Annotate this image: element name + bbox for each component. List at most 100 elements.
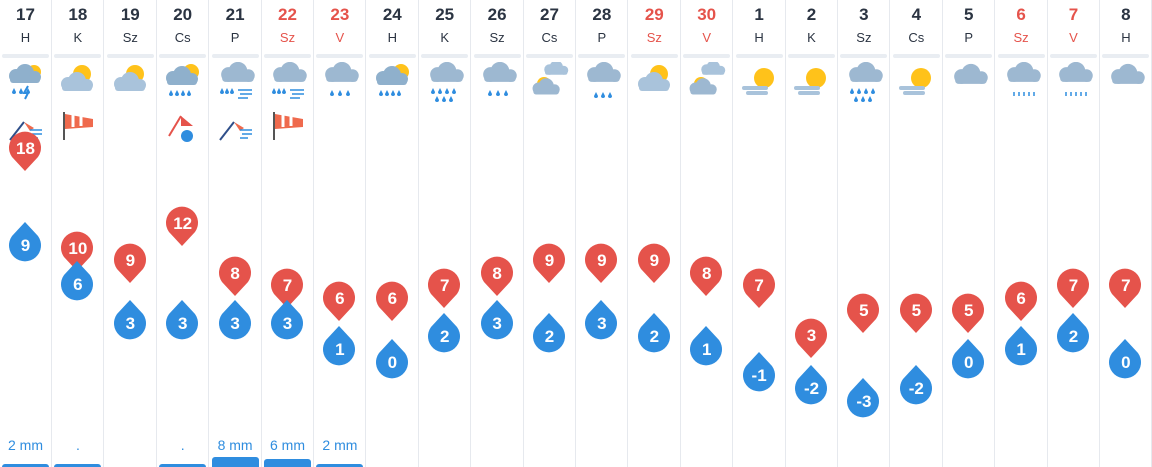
- divider: [1102, 54, 1150, 58]
- low-temp-marker: 3: [262, 300, 313, 340]
- day-number: 22: [278, 5, 297, 24]
- divider: [683, 54, 731, 58]
- divider: [788, 54, 835, 58]
- low-temp-value: 2: [544, 327, 555, 346]
- day-column[interactable]: 1 H 7 -1: [734, 0, 786, 467]
- weather-icons: [367, 62, 418, 152]
- day-column[interactable]: 21 P 8 3 8 mm: [210, 0, 262, 467]
- day-column[interactable]: 3 Sz 5 -3: [838, 0, 891, 467]
- day-column[interactable]: 26 Sz 8 3: [472, 0, 524, 467]
- high-temp-value: 8: [230, 263, 240, 283]
- day-number: 17: [16, 5, 35, 24]
- day-number: 27: [540, 5, 559, 24]
- day-column[interactable]: 19 Sz 9 3: [105, 0, 157, 467]
- day-column[interactable]: 25 K 7 2: [419, 0, 472, 467]
- day-column[interactable]: 29 Sz 9 2: [629, 0, 681, 467]
- day-of-week: P: [230, 30, 240, 45]
- day-column[interactable]: 8 H 7 0: [1100, 0, 1152, 467]
- high-temp-value: 7: [1068, 276, 1079, 295]
- weather-icons: [52, 62, 103, 152]
- low-temp-marker: 1: [314, 326, 365, 366]
- weather-icons: [0, 62, 51, 152]
- day-of-week: H: [20, 30, 31, 45]
- day-column[interactable]: 7 V 7 2: [1048, 0, 1100, 467]
- divider: [106, 54, 154, 58]
- low-temp-drop-icon: [428, 313, 461, 353]
- high-temp-marker: 12: [157, 206, 208, 246]
- high-temp-pin-icon: [480, 256, 513, 296]
- high-temp-pin-icon: [585, 243, 618, 283]
- day-of-week: Sz: [1013, 30, 1029, 45]
- day-column[interactable]: 18 K 10 6 .: [52, 0, 105, 467]
- windsock-strong-wind-icon: [218, 121, 252, 141]
- low-temp-marker: -3: [838, 378, 889, 418]
- low-temp-drop-icon: [375, 339, 408, 379]
- day-column[interactable]: 30 V 8 1: [681, 0, 734, 467]
- divider: [526, 54, 573, 58]
- high-temp-value: 9: [544, 251, 555, 270]
- divider: [892, 54, 940, 58]
- low-temp-drop-icon: [1057, 313, 1089, 353]
- low-temp-drop-icon: [218, 300, 251, 340]
- divider: [2, 54, 49, 58]
- high-temp-marker: 5: [838, 293, 889, 333]
- low-temp-value: 0: [1121, 353, 1131, 372]
- day-column[interactable]: 23 V 6 1 2 mm: [314, 0, 367, 467]
- low-temp-marker: 0: [367, 339, 418, 379]
- day-of-week: H: [754, 30, 764, 45]
- low-temp-value: 0: [963, 353, 974, 372]
- day-number: 8: [1121, 5, 1131, 24]
- high-temp-marker: 5: [943, 293, 994, 333]
- precipitation-bar: [211, 457, 259, 467]
- divider: [54, 54, 102, 58]
- low-temp-drop-icon: [690, 326, 723, 366]
- high-temp-marker: 10: [52, 231, 103, 271]
- day-number: 28: [592, 5, 612, 24]
- high-temp-value: 9: [597, 251, 607, 270]
- day-of-week: V: [335, 30, 345, 45]
- day-column[interactable]: 17 H 18 9 2 mm: [0, 0, 52, 467]
- day-column[interactable]: 28 P 9 3: [576, 0, 629, 467]
- high-temp-value: 5: [963, 301, 974, 320]
- divider: [1050, 54, 1097, 58]
- day-of-week: Sz: [856, 30, 872, 45]
- high-temp-marker: 7: [1048, 268, 1099, 308]
- high-temp-marker: 7: [1100, 268, 1151, 308]
- high-temp-marker: 7: [419, 268, 470, 308]
- weather-icons: [262, 62, 313, 152]
- weather-icons: [314, 62, 365, 152]
- day-column[interactable]: 6 Sz 6 1: [996, 0, 1048, 467]
- divider: [997, 54, 1045, 58]
- high-temp-marker: 6: [996, 281, 1047, 321]
- low-temp-value: 2: [1068, 327, 1079, 346]
- day-column[interactable]: 2 K 3 -2: [786, 0, 838, 467]
- day-number: 19: [120, 5, 140, 24]
- wind-warning-icon: [168, 115, 194, 142]
- day-number: 4: [911, 5, 922, 24]
- day-number: 18: [68, 5, 88, 24]
- day-column[interactable]: 20 Cs 12 3 .: [157, 0, 210, 467]
- precipitation-bar: [316, 464, 364, 467]
- precipitation-bar: [54, 464, 102, 467]
- day-number: 6: [1016, 5, 1026, 24]
- low-temp-drop-icon: [323, 326, 356, 366]
- day-number: 30: [697, 5, 717, 24]
- weather-icons: [524, 62, 575, 152]
- weather-icons: [1100, 62, 1151, 152]
- low-temp-drop-icon: [795, 365, 827, 405]
- weather-icons: [105, 62, 156, 152]
- day-of-week: P: [964, 30, 974, 45]
- high-temp-pin-icon: [113, 243, 146, 283]
- high-temp-pin-icon: [690, 256, 723, 296]
- day-column[interactable]: 5 P 5 0: [943, 0, 996, 467]
- divider: [945, 54, 993, 58]
- high-temp-value: 6: [1016, 288, 1026, 308]
- day-column[interactable]: 27 Cs 9 2: [524, 0, 576, 467]
- high-temp-pin-icon: [533, 243, 565, 283]
- day-column[interactable]: 24 H 6 0: [367, 0, 419, 467]
- weather-icons: [1048, 62, 1099, 152]
- day-number: 1: [754, 5, 764, 24]
- day-column[interactable]: 22 Sz 7 3 6 mm: [262, 0, 314, 467]
- high-temp-marker: 9: [524, 243, 575, 283]
- day-column[interactable]: 4 Cs 5 -2: [891, 0, 943, 467]
